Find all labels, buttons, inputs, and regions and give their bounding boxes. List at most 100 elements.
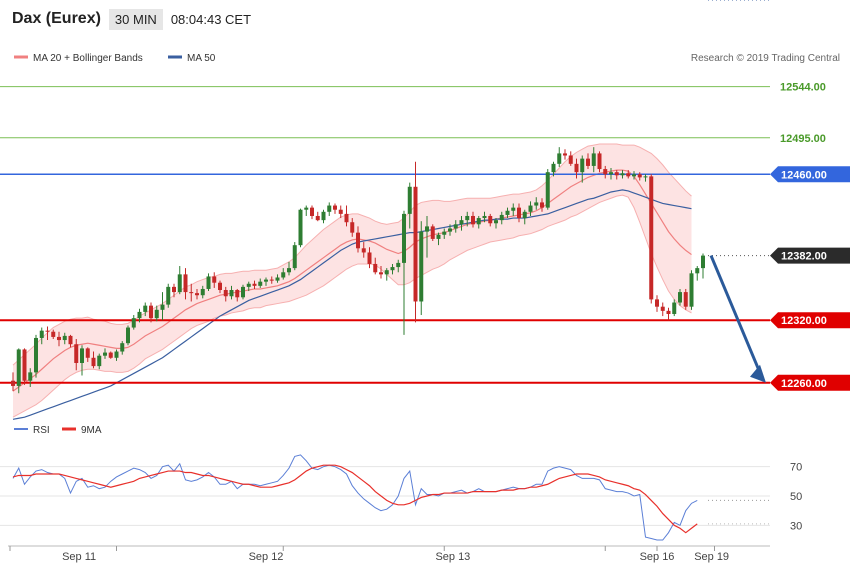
- candle: [609, 168, 613, 180]
- candle-body: [471, 215, 475, 225]
- rsi-tick-label: 50: [790, 491, 802, 503]
- candle-body: [534, 202, 539, 206]
- projection-line: [709, 255, 762, 374]
- candle-body: [465, 215, 470, 221]
- candle-body: [390, 267, 395, 271]
- candle-body: [672, 302, 677, 314]
- candle: [620, 170, 625, 179]
- candle-body: [683, 292, 688, 307]
- candle-body: [689, 273, 694, 307]
- candle-body: [103, 352, 107, 356]
- candle-body: [310, 207, 314, 216]
- candle-body: [344, 213, 349, 223]
- candle: [614, 170, 619, 180]
- level-label-resistance: 12495.00: [780, 133, 826, 145]
- candle: [534, 197, 539, 210]
- candle: [367, 247, 372, 269]
- candle-body: [281, 272, 286, 278]
- candle-body: [131, 318, 136, 328]
- candle-body: [430, 226, 435, 239]
- candle: [413, 161, 418, 323]
- rsi-panel: 30 50 70: [0, 454, 802, 541]
- candle-body: [574, 163, 579, 173]
- level-value: 12382.00: [781, 251, 827, 263]
- rsi-tick-label: 30: [790, 520, 802, 532]
- candle-body: [62, 335, 67, 341]
- candle-body: [373, 263, 378, 273]
- candle: [80, 345, 84, 376]
- candle: [557, 147, 562, 167]
- candle: [643, 174, 648, 182]
- level-label-pivot: 12460.00: [770, 166, 850, 183]
- timeframe-badge[interactable]: 30 MIN: [108, 8, 163, 30]
- candle-body: [649, 176, 654, 300]
- candle-body: [91, 357, 96, 367]
- candle: [545, 169, 550, 210]
- candle: [281, 268, 286, 280]
- candle: [396, 259, 401, 273]
- candle-body: [413, 186, 418, 302]
- level-value: 12544.00: [780, 82, 826, 94]
- candle: [39, 327, 44, 345]
- candle: [471, 211, 475, 228]
- candle-body: [258, 281, 263, 286]
- rsi-tick-label: 70: [790, 462, 802, 474]
- candle-body: [396, 262, 401, 268]
- candle-body: [321, 211, 326, 221]
- candle-body: [298, 209, 303, 246]
- candle-body: [350, 222, 355, 233]
- candle-body: [419, 231, 424, 302]
- candle: [459, 215, 464, 231]
- candle-body: [34, 337, 38, 373]
- candle: [57, 331, 61, 347]
- projection-arrowhead: [750, 364, 766, 383]
- candle: [28, 368, 33, 387]
- candle-body: [678, 292, 682, 303]
- candle-body: [453, 224, 458, 229]
- bollinger-lower: [12, 194, 692, 418]
- candle: [143, 302, 148, 317]
- candle-body: [183, 274, 188, 293]
- candle-body: [557, 153, 562, 164]
- candle-body: [11, 380, 15, 386]
- candle-body: [540, 202, 544, 208]
- candle: [402, 210, 406, 335]
- candle: [407, 182, 412, 229]
- candle: [172, 283, 176, 298]
- candle: [131, 315, 136, 330]
- candle-body: [442, 231, 447, 235]
- candle-body: [80, 348, 84, 363]
- level-label-resistance: 12544.00: [780, 82, 826, 94]
- candle-body: [384, 270, 389, 275]
- candle-body: [563, 153, 567, 156]
- candle-body: [511, 207, 516, 211]
- candle-body: [114, 351, 119, 358]
- candle: [11, 372, 15, 392]
- candle: [120, 341, 125, 355]
- candle: [218, 280, 222, 294]
- candle: [298, 208, 303, 248]
- candle: [632, 171, 636, 180]
- level-label-last: 12382.00: [770, 247, 850, 264]
- candle-body: [551, 163, 556, 173]
- candle-body: [246, 283, 251, 287]
- candle-body: [85, 348, 90, 358]
- candle: [425, 215, 429, 258]
- candle: [246, 281, 251, 292]
- x-tick-label: Sep 19: [694, 551, 729, 563]
- candle-body: [586, 158, 590, 166]
- candle-body: [637, 174, 642, 178]
- candle-body: [137, 311, 142, 319]
- candle: [275, 274, 280, 283]
- candle: [287, 261, 291, 276]
- candle-body: [39, 330, 44, 338]
- candle: [189, 283, 194, 302]
- candle: [511, 203, 516, 216]
- candle: [695, 266, 700, 281]
- candle: [183, 268, 188, 300]
- candlesticks: [11, 147, 705, 394]
- candle: [235, 288, 240, 302]
- candle: [333, 203, 337, 214]
- ma50-line: [12, 189, 692, 420]
- candle-body: [195, 293, 199, 296]
